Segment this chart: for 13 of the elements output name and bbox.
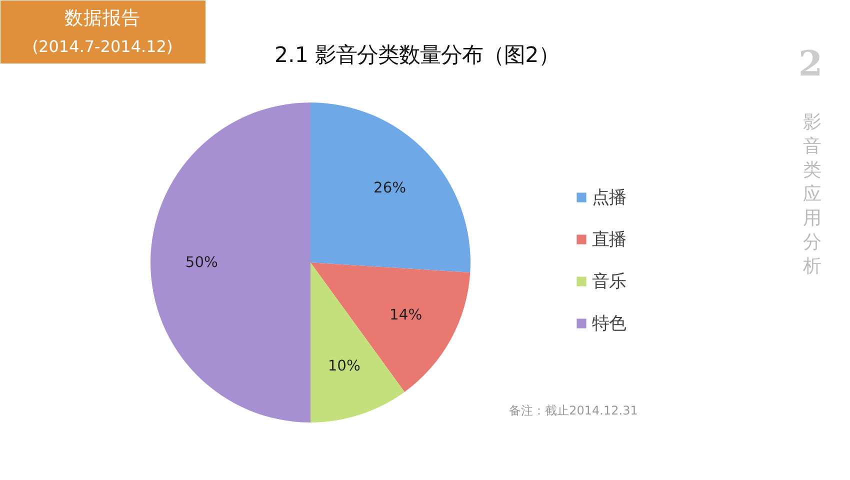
text: 数据报告 bbox=[64, 8, 140, 29]
legend-label: 直播 bbox=[592, 229, 626, 251]
legend-label: 特色 bbox=[592, 313, 626, 335]
legend-label: 点播 bbox=[592, 187, 626, 209]
data-label: 50% bbox=[185, 254, 218, 271]
chart-title: 2.1 影音分类数量分布（图2） bbox=[274, 43, 560, 68]
data-label: 26% bbox=[374, 180, 406, 197]
text: 影音类应用分析 bbox=[802, 112, 822, 277]
text: (2014.7-2014.12) bbox=[32, 37, 173, 56]
data-label: 10% bbox=[328, 357, 360, 374]
legend-label: 音乐 bbox=[592, 271, 626, 293]
text: 备注：截止2014.12.31 bbox=[509, 404, 638, 418]
data-label: 14% bbox=[390, 306, 422, 324]
